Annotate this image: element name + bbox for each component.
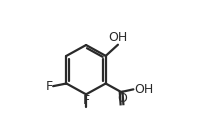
Text: F: F [83, 94, 90, 107]
Text: OH: OH [134, 83, 153, 96]
Text: O: O [117, 92, 127, 105]
Text: F: F [46, 80, 53, 93]
Text: OH: OH [108, 31, 128, 44]
